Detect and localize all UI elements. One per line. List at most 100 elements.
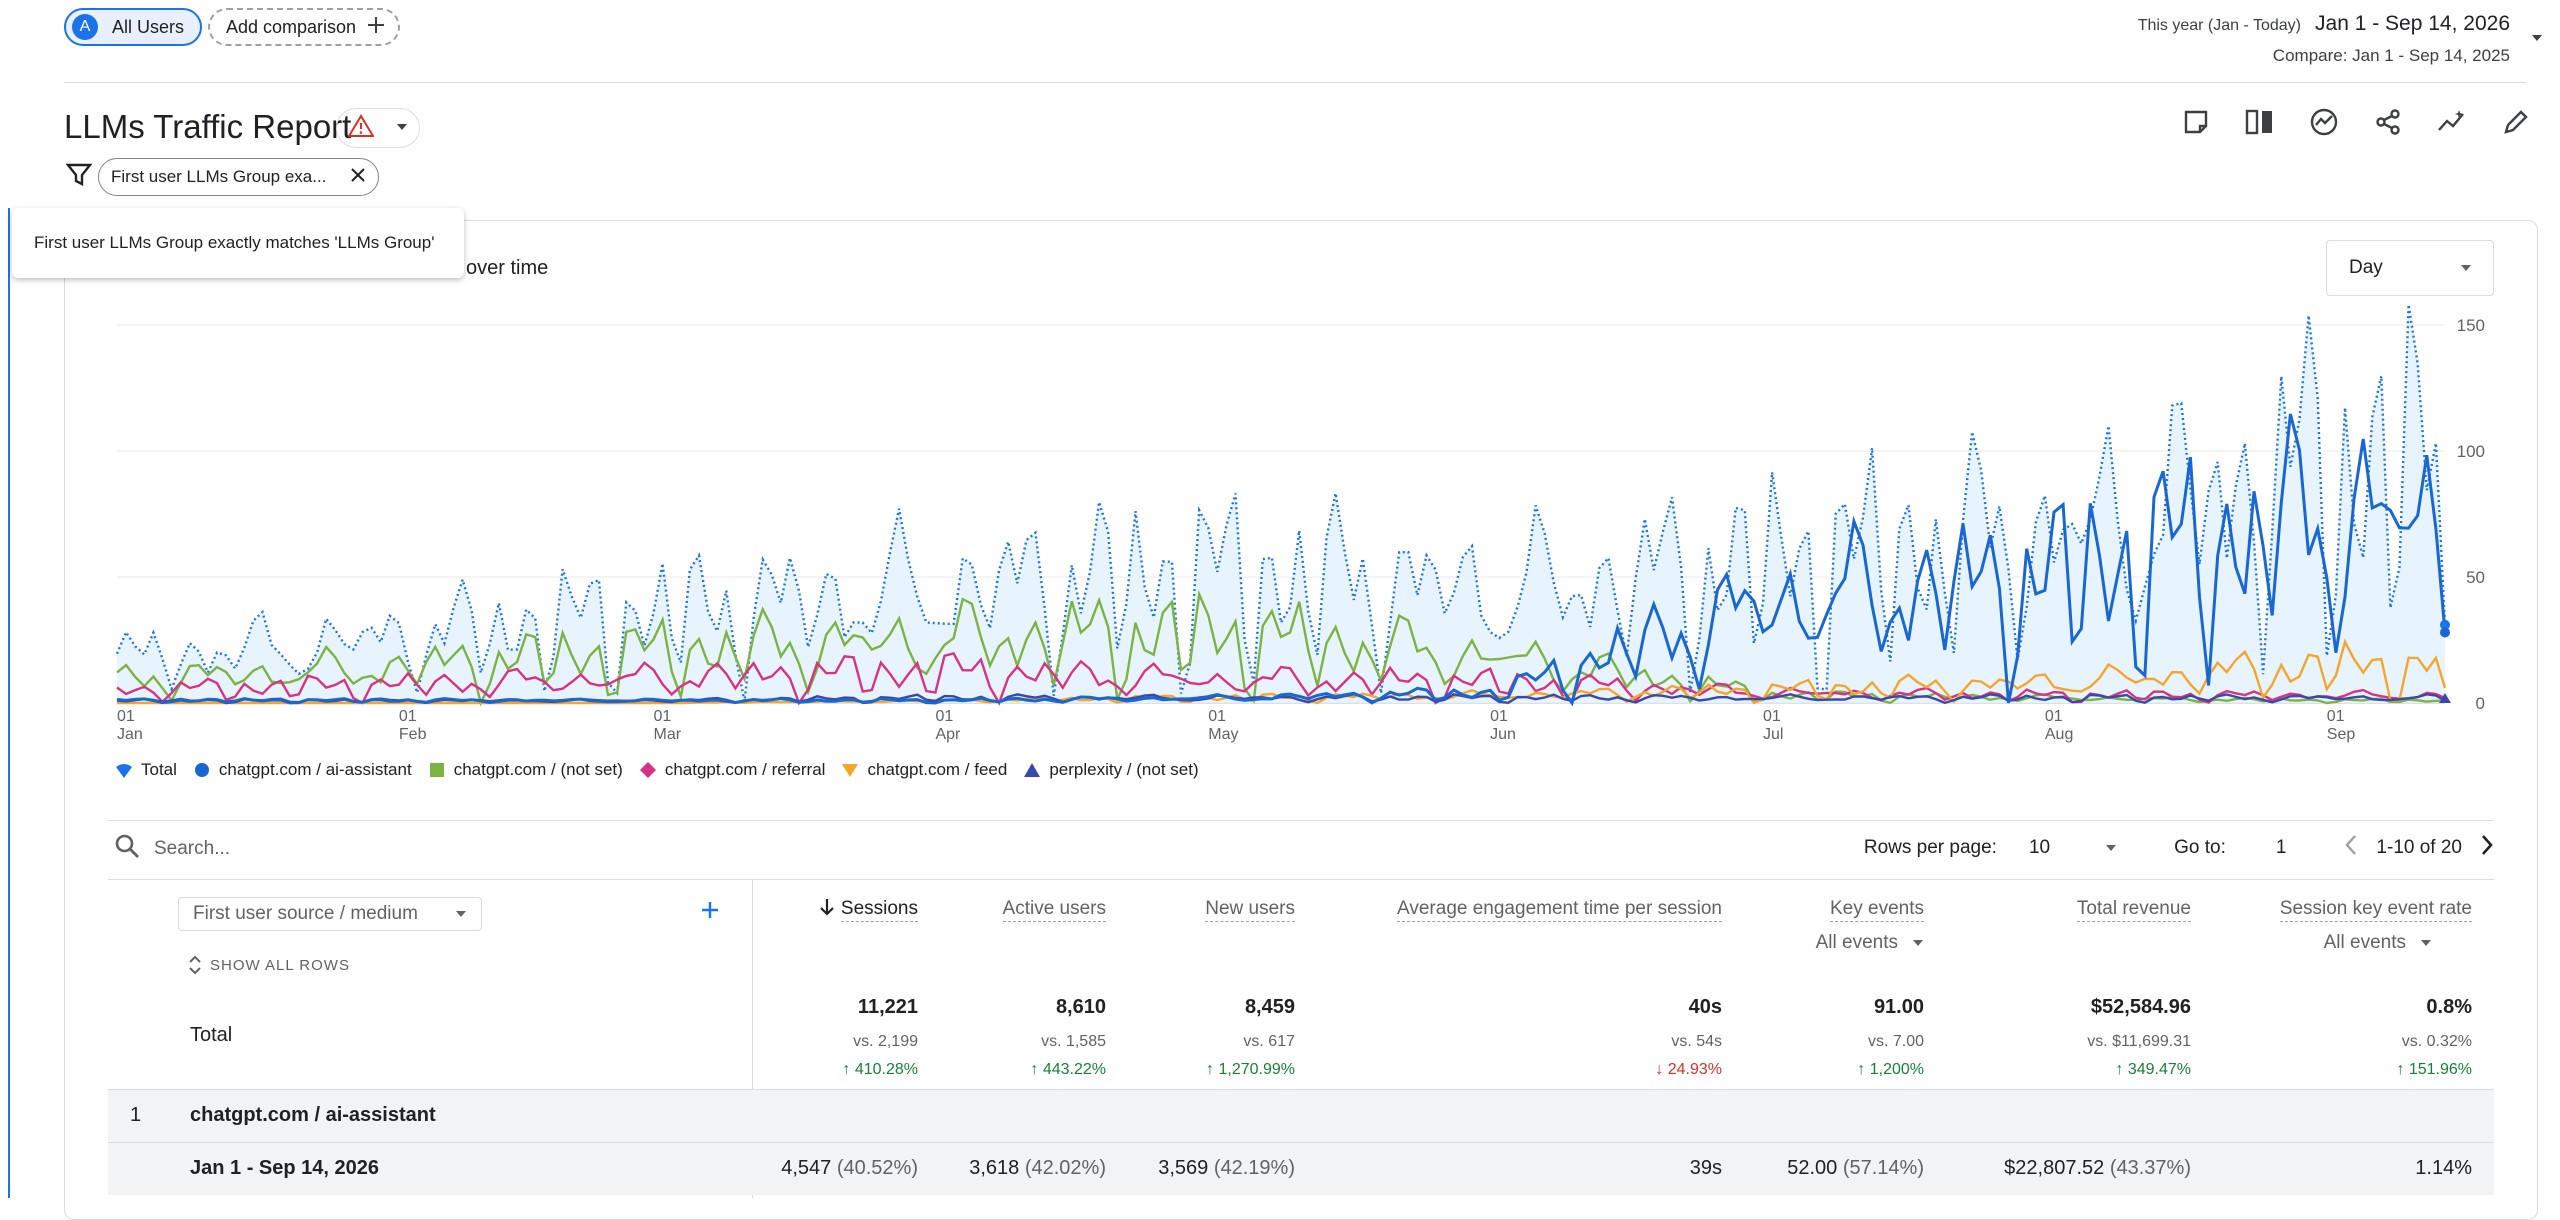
arrow-down-icon [820, 899, 834, 916]
segment-chip-all-users[interactable]: A All Users [64, 8, 203, 46]
legend-marker-icon [639, 762, 656, 778]
legend-item[interactable]: chatgpt.com / referral [639, 760, 825, 780]
x-tick-label: Jun [1490, 726, 1516, 743]
totals-change: ↑ 1,270.99% [1206, 1061, 1295, 1078]
totals-cell: 11,221 vs. 2,199 ↑ 410.28% [842, 996, 918, 1079]
legend-item[interactable]: perplexity / (not set) [1023, 760, 1199, 780]
row-cell: 1.14% [2415, 1157, 2472, 1180]
x-tick-label: 01 [1208, 708, 1226, 725]
table-row[interactable] [108, 1090, 2494, 1142]
column-header-session-key-event-rate[interactable]: Session key event rate All events [2279, 898, 2472, 954]
chevron-down-icon [1913, 940, 1923, 946]
column-header-sessions[interactable]: Sessions [819, 898, 918, 922]
row-cell-value: $22,807.52 [2004, 1157, 2105, 1179]
column-header-key-events[interactable]: Key events All events [1816, 898, 1924, 954]
compare-columns-icon[interactable] [2244, 106, 2276, 138]
column-label: Session key event rate [2279, 898, 2472, 922]
row-cell-percent: (42.19%) [1208, 1157, 1295, 1179]
granularity-select[interactable]: Day [2326, 240, 2494, 296]
row-cell-value: 52.00 [1787, 1157, 1838, 1179]
totals-cell: 40s vs. 54s ↓ 24.93% [1655, 996, 1722, 1079]
goto-label: Go to: [2174, 837, 2226, 858]
explore-chart-icon[interactable] [2308, 106, 2340, 138]
row-cell: 52.00 (57.14%) [1787, 1157, 1924, 1180]
prev-page-icon[interactable] [2344, 834, 2358, 862]
legend-item[interactable]: Total [115, 760, 177, 780]
segment-avatar: A [72, 14, 98, 40]
column-header-total-revenue[interactable]: Total revenue [2076, 898, 2191, 922]
rows-per-page-select[interactable]: 10 [2029, 837, 2118, 859]
insights-trend-icon[interactable] [2436, 106, 2468, 138]
series-end-marker [2440, 627, 2450, 638]
table-search[interactable]: Search... [114, 833, 230, 865]
legend-label: perplexity / (not set) [1049, 760, 1199, 779]
row-cell-percent: (40.52%) [831, 1157, 918, 1179]
chevron-down-icon [456, 911, 466, 917]
table-header-divider [108, 879, 2494, 880]
totals-change: ↑ 151.96% [2396, 1061, 2472, 1078]
row-cell-value: 3,569 [1158, 1157, 1209, 1179]
warning-icon [346, 113, 375, 143]
x-tick-label: 01 [654, 708, 672, 725]
totals-compare: vs. $11,699.31 [2087, 1033, 2191, 1050]
legend-item[interactable]: chatgpt.com / feed [841, 760, 1007, 780]
date-range-caret-icon[interactable] [2530, 30, 2544, 48]
x-tick-label: Jan [117, 726, 143, 743]
compare-range: Compare: Jan 1 - Sep 14, 2025 [2272, 46, 2510, 65]
edit-pencil-icon[interactable] [2500, 106, 2532, 138]
goto-input[interactable]: 1 [2275, 837, 2287, 858]
add-comparison-label: Add comparison [226, 16, 357, 37]
next-page-icon[interactable] [2480, 834, 2494, 862]
show-all-rows-label: SHOW ALL ROWS [210, 956, 350, 974]
totals-change: ↑ 443.22% [1030, 1061, 1106, 1078]
row-cell: 3,618 (42.02%) [969, 1157, 1106, 1180]
header-divider [64, 82, 2526, 83]
legend-item[interactable]: chatgpt.com / ai-assistant [193, 760, 412, 780]
add-dimension-button[interactable] [700, 895, 720, 927]
dimension-select[interactable]: First user source / medium [178, 897, 482, 931]
y-tick-label: 150 [2457, 316, 2485, 335]
column-header-avg-engagement[interactable]: Average engagement time per session [1397, 898, 1722, 922]
insights-note-icon[interactable] [2180, 106, 2212, 138]
column-header-active-users[interactable]: Active users [1002, 898, 1106, 922]
add-comparison-button[interactable]: Add comparison [208, 8, 401, 46]
segment-label: All Users [112, 16, 185, 37]
rate-events-filter-select[interactable]: All events [2280, 932, 2432, 954]
report-menu-button[interactable] [336, 108, 420, 148]
row-cell: 3,569 (42.19%) [1158, 1157, 1295, 1180]
date-range-label: This year (Jan - Today) [2137, 17, 2302, 34]
table-pager: Rows per page: 10 Go to: 1 1-10 of 20 [1864, 834, 2494, 862]
close-icon[interactable] [350, 167, 366, 188]
column-label: Total revenue [2076, 898, 2191, 922]
granularity-value: Day [2349, 257, 2383, 278]
rate-events-filter-value: All events [2323, 932, 2406, 953]
x-tick-label: Mar [654, 726, 682, 743]
date-range-picker[interactable]: This year (Jan - Today) Jan 1 - Sep 14, … [2138, 12, 2510, 66]
legend-label: Total [141, 760, 177, 779]
x-tick-label: 01 [399, 708, 417, 725]
totals-cell: 8,459 vs. 617 ↑ 1,270.99% [1206, 996, 1295, 1079]
totals-value: 8,459 [1244, 996, 1295, 1018]
chart-title: over time [466, 257, 549, 279]
line-chart: 15010050001Jan01Feb01Mar01Apr01May01Jun0… [115, 305, 2485, 743]
series-end-marker [2439, 693, 2451, 703]
column-label: Key events [1830, 898, 1924, 922]
legend-item[interactable]: chatgpt.com / (not set) [428, 760, 623, 780]
total-area [117, 305, 2445, 703]
page-range: 1-10 of 20 [2376, 837, 2462, 858]
totals-compare: vs. 1,585 [1041, 1033, 1106, 1050]
totals-cell: 91.00 vs. 7.00 ↑ 1,200% [1857, 996, 1924, 1079]
share-icon[interactable] [2372, 106, 2404, 138]
column-header-new-users[interactable]: New users [1205, 898, 1295, 922]
filter-icon[interactable] [65, 162, 93, 193]
legend-marker-icon [1024, 763, 1041, 777]
show-all-rows-button[interactable]: SHOW ALL ROWS [188, 955, 350, 975]
totals-value: $52,584.96 [2090, 996, 2191, 1018]
key-events-filter-select[interactable]: All events [1816, 932, 1924, 954]
total-end-marker [2440, 619, 2450, 630]
plus-icon [702, 902, 718, 918]
row-cell: 39s [1690, 1157, 1722, 1180]
filter-chip[interactable]: First user LLMs Group exa... [98, 158, 380, 196]
y-tick-label: 50 [2466, 568, 2485, 587]
row-cell-value: 39s [1689, 1157, 1722, 1179]
